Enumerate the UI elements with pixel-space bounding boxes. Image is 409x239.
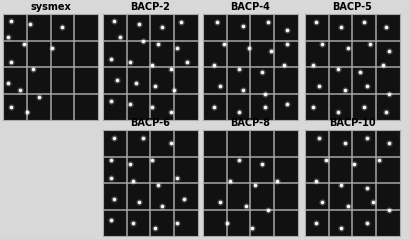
Text: BACP-4: BACP-4 bbox=[230, 2, 270, 12]
Text: BACP-5: BACP-5 bbox=[332, 2, 371, 12]
Text: BACP-6: BACP-6 bbox=[130, 118, 170, 128]
Text: sysmex: sysmex bbox=[30, 2, 71, 12]
Text: BACP-2: BACP-2 bbox=[130, 2, 170, 12]
Text: BACP-10: BACP-10 bbox=[328, 118, 375, 128]
Text: BACP-8: BACP-8 bbox=[230, 118, 270, 128]
